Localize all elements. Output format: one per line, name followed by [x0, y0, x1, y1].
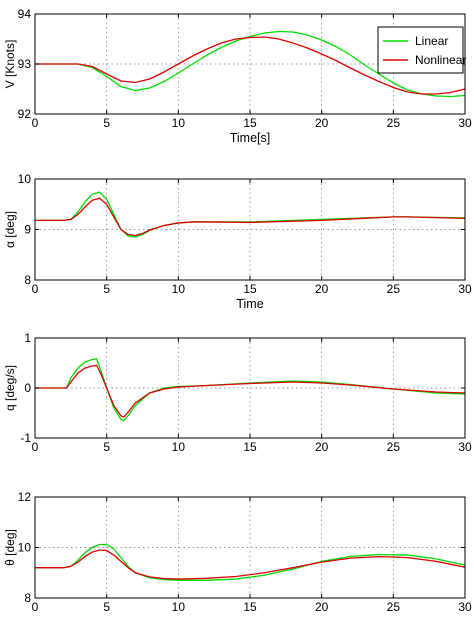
x-tick-label: 5: [103, 600, 110, 614]
x-tick-label: 0: [32, 282, 39, 296]
series-line-nonlinear: [35, 549, 466, 580]
x-tick-label: 0: [32, 600, 39, 614]
x-tick-label: 25: [387, 440, 401, 454]
series-line-nonlinear: [35, 364, 466, 418]
x-tick-label: 10: [172, 116, 186, 130]
y-axis-label: V [Knots]: [3, 40, 17, 89]
series-line-linear: [35, 358, 466, 422]
y-tick-label: 10: [18, 541, 32, 555]
y-tick-label: 8: [24, 273, 31, 287]
x-tick-label: 0: [32, 440, 39, 454]
x-tick-label: 30: [458, 600, 472, 614]
x-axis-label: Time[s]: [230, 131, 271, 145]
y-tick-label: 1: [24, 331, 31, 345]
series-line-nonlinear: [35, 36, 466, 95]
legend-label-linear: Linear: [415, 34, 448, 48]
subplot-1: 0 5 10 15 20 25 30 92 93 94 Time[s] V [Knots] Linear…: [3, 7, 472, 145]
x-tick-label: 25: [387, 282, 401, 296]
y-tick-label: 93: [18, 57, 32, 71]
x-tick-label: 20: [315, 600, 329, 614]
subplot-2: 0 5 10 15 20 25 30 8 9 10 Time α [deg]: [3, 172, 472, 311]
series-line-linear: [35, 543, 466, 581]
y-axis-label: α [deg]: [3, 211, 17, 248]
series-line-nonlinear: [35, 197, 466, 237]
x-axis-label: Time: [236, 297, 263, 311]
y-tick-label: 94: [18, 7, 32, 21]
x-tick-label: 10: [172, 440, 186, 454]
legend: Linear Nonlinear: [377, 26, 466, 74]
series-line-linear: [35, 30, 466, 98]
y-tick-label: 9: [24, 223, 31, 237]
y-tick-label: -1: [20, 431, 31, 445]
x-tick-label: 15: [243, 116, 257, 130]
y-tick-label: 10: [18, 172, 32, 186]
x-tick-label: 20: [315, 440, 329, 454]
x-tick-label: 20: [315, 116, 329, 130]
y-tick-label: 0: [24, 381, 31, 395]
y-axis-label: θ [deg]: [3, 529, 17, 566]
x-tick-label: 30: [458, 440, 472, 454]
x-tick-label: 5: [103, 116, 110, 130]
x-tick-label: 15: [243, 600, 257, 614]
y-tick-label: 8: [24, 591, 31, 605]
x-tick-label: 25: [387, 600, 401, 614]
subplot-4: 0 5 10 15 20 25 30 8 10 12 θ [deg]: [3, 490, 472, 614]
x-tick-label: 10: [172, 282, 186, 296]
y-tick-label: 92: [18, 107, 32, 121]
x-tick-label: 20: [315, 282, 329, 296]
x-tick-label: 15: [243, 282, 257, 296]
x-tick-label: 15: [243, 440, 257, 454]
x-tick-label: 30: [458, 282, 472, 296]
legend-box: [377, 26, 464, 74]
x-tick-label: 5: [103, 282, 110, 296]
x-tick-label: 5: [103, 440, 110, 454]
x-tick-label: 0: [32, 116, 39, 130]
y-axis-label: q [deg/s]: [3, 365, 17, 411]
x-tick-label: 10: [172, 600, 186, 614]
legend-label-nonlinear: Nonlinear: [415, 53, 466, 67]
series-line-linear: [35, 191, 466, 238]
x-tick-label: 30: [458, 116, 472, 130]
y-tick-label: 12: [18, 490, 32, 504]
x-tick-label: 25: [387, 116, 401, 130]
